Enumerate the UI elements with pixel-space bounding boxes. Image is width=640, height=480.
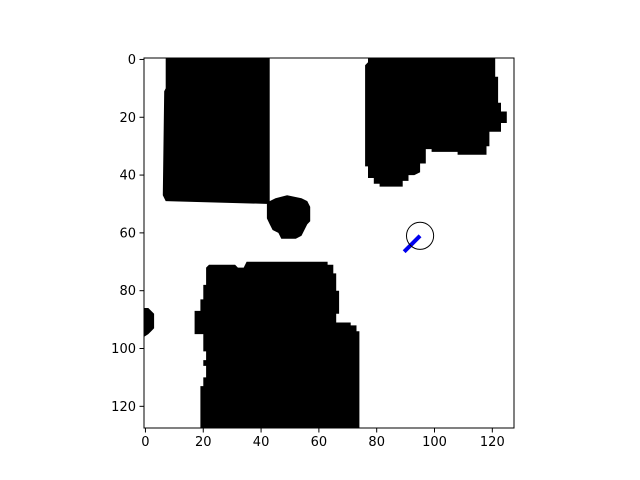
- plot-frame: [143, 57, 515, 429]
- x-tick-label: 100: [422, 435, 447, 450]
- x-tick-label: 0: [141, 435, 149, 450]
- y-tick-label: 120: [111, 400, 136, 415]
- y-tick-label: 100: [111, 342, 136, 357]
- x-tick-label: 20: [195, 435, 212, 450]
- x-axis: 0 20 40 60 80 100 120: [141, 428, 505, 450]
- x-tick-label: 120: [480, 435, 505, 450]
- obstacle-layer: [144, 58, 507, 428]
- x-tick-label: 80: [368, 435, 385, 450]
- y-axis: 0 20 40 60 80 100 120: [111, 53, 144, 415]
- x-tick-label: 40: [253, 435, 270, 450]
- y-tick-label: 20: [119, 111, 136, 126]
- heading-indicator: [402, 234, 422, 254]
- y-tick-label: 40: [119, 169, 136, 184]
- y-tick-label: 60: [119, 226, 136, 241]
- obstacle-top-right: [365, 58, 507, 187]
- obstacle-blob: [266, 195, 311, 239]
- obstacle-top-left: [162, 58, 270, 204]
- robot-marker: [405, 221, 435, 250]
- obstacle-bottom: [194, 261, 360, 428]
- x-tick-label: 60: [311, 435, 328, 450]
- y-tick-label: 0: [128, 53, 136, 68]
- y-tick-label: 80: [119, 284, 136, 299]
- obstacle-left-edge: [144, 308, 155, 337]
- robot-layer: [402, 221, 435, 254]
